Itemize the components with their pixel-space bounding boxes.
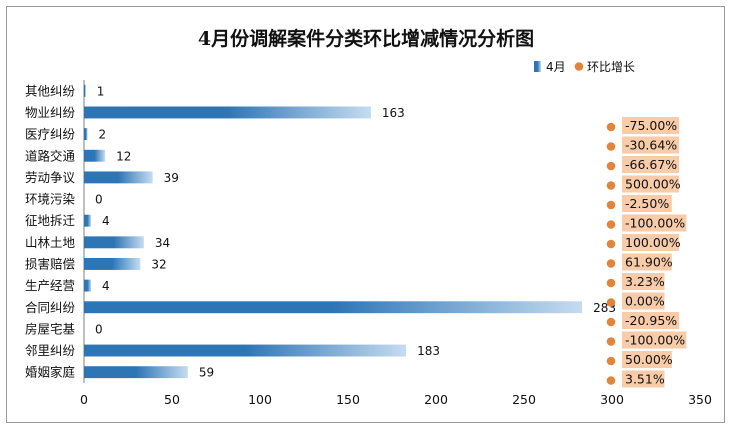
growth-dot — [606, 181, 616, 190]
growth-label-bg — [622, 370, 665, 388]
category-label: 邻里纠纷 — [25, 343, 76, 358]
bar — [84, 301, 583, 314]
bar-value-label: 32 — [151, 257, 166, 271]
x-tick-label: 50 — [164, 392, 180, 407]
category-label: 房屋宅基 — [25, 321, 76, 336]
growth-label-bg — [622, 136, 680, 154]
growth-label: -66.67% — [625, 157, 677, 172]
growth-label: 61.90% — [625, 255, 673, 270]
growth-label: -20.95% — [625, 313, 677, 328]
x-tick-label: 100 — [248, 392, 272, 407]
growth-label: 3.51% — [625, 372, 665, 387]
bar-value-label: 4 — [102, 279, 110, 293]
bar — [84, 149, 106, 162]
x-tick-label: 0 — [80, 392, 88, 407]
growth-label: -30.64% — [625, 138, 677, 153]
category-label: 生产经营 — [25, 278, 75, 293]
growth-label-bg — [622, 351, 672, 368]
bar-value-label: 0 — [95, 193, 103, 207]
growth-dot — [606, 356, 616, 366]
growth-label: -2.50% — [625, 196, 669, 211]
category-label: 医疗纠纷 — [25, 127, 76, 142]
x-tick-label: 200 — [424, 392, 448, 407]
growth-label-bg — [622, 175, 680, 193]
x-tick-label: 250 — [512, 392, 536, 407]
category-label: 婚姻家庭 — [25, 365, 76, 380]
growth-dot — [606, 337, 616, 346]
legend-label-bar: 4月 — [546, 60, 566, 74]
bar — [84, 366, 188, 379]
growth-label: 50.00% — [625, 352, 673, 367]
growth-label-bg — [622, 292, 665, 310]
growth-label: -100.00% — [625, 216, 685, 231]
plot-area: 0 50 100 150 200 250 300 350 其他纠纷 1 物业纠纷 163 医疗纠纷 2 道路… — [25, 80, 712, 407]
growth-label-bg — [622, 312, 680, 329]
bar-value-label: 34 — [155, 236, 170, 250]
growth-label: 500.00% — [625, 177, 681, 192]
growth-label: 100.00% — [625, 235, 681, 250]
category-label: 合同纠纷 — [25, 300, 76, 315]
growth-label: -75.00% — [625, 118, 677, 133]
growth-dot — [606, 200, 616, 210]
bar-value-label: 59 — [199, 366, 214, 380]
bar-value-label: 39 — [164, 171, 179, 185]
growth-dot — [606, 161, 616, 171]
bar-value-label: 1 — [97, 84, 105, 98]
growth-label-bg — [622, 156, 680, 173]
bar — [84, 84, 86, 97]
category-label: 物业纠纷 — [25, 105, 76, 120]
growth-label-bg — [622, 234, 680, 251]
legend-label-dot: 环比增长 — [587, 60, 635, 74]
growth-dot — [606, 298, 616, 307]
growth-label: 0.00% — [625, 294, 665, 309]
bar — [84, 171, 153, 184]
legend-swatch-dot — [574, 62, 584, 71]
bar-value-label: 12 — [116, 149, 131, 163]
growth-dot — [606, 142, 616, 151]
x-tick-label: 300 — [600, 392, 624, 407]
bar-value-label: 0 — [95, 322, 103, 336]
category-label: 山林土地 — [25, 235, 76, 250]
bar-value-label: 4 — [102, 214, 110, 228]
category-label: 其他纠纷 — [25, 83, 76, 98]
growth-label-bg — [622, 331, 687, 349]
growth-label-bg — [622, 214, 687, 232]
growth-dot — [606, 278, 616, 288]
bar — [84, 344, 407, 357]
legend-swatch-bar — [534, 61, 541, 72]
bar — [84, 128, 88, 141]
growth-dot — [606, 376, 616, 385]
bar — [84, 279, 92, 292]
bar-value-label: 2 — [99, 128, 107, 142]
chart-title: 4月份调解案件分类环比增减情况分析图 — [198, 27, 534, 50]
growth-dot — [606, 239, 616, 249]
growth-label-bg — [622, 273, 665, 290]
growth-dot — [606, 259, 616, 268]
legend: 4月 环比增长 — [534, 60, 635, 74]
growth-label-bg — [622, 117, 680, 134]
x-tick-label: 150 — [336, 392, 360, 407]
bar-value-label: 163 — [382, 106, 405, 120]
growth-label: 3.23% — [625, 274, 665, 289]
growth-label-bg — [622, 253, 672, 271]
growth-dot — [606, 220, 616, 229]
x-tick-label: 350 — [688, 392, 712, 407]
bar — [84, 236, 144, 249]
bar-value-label: 183 — [417, 344, 440, 358]
growth-label: -100.00% — [625, 333, 685, 348]
growth-label-bg — [622, 195, 672, 212]
growth-dot — [606, 122, 616, 132]
bar — [84, 258, 141, 270]
growth-dot — [606, 317, 616, 327]
bar — [84, 214, 92, 227]
category-label: 道路交通 — [25, 148, 76, 163]
bar — [84, 106, 371, 119]
category-label: 损害赔偿 — [25, 256, 75, 271]
category-label: 环境污染 — [25, 192, 76, 207]
category-label: 劳动争议 — [25, 170, 76, 185]
category-label: 征地拆迁 — [25, 213, 76, 228]
